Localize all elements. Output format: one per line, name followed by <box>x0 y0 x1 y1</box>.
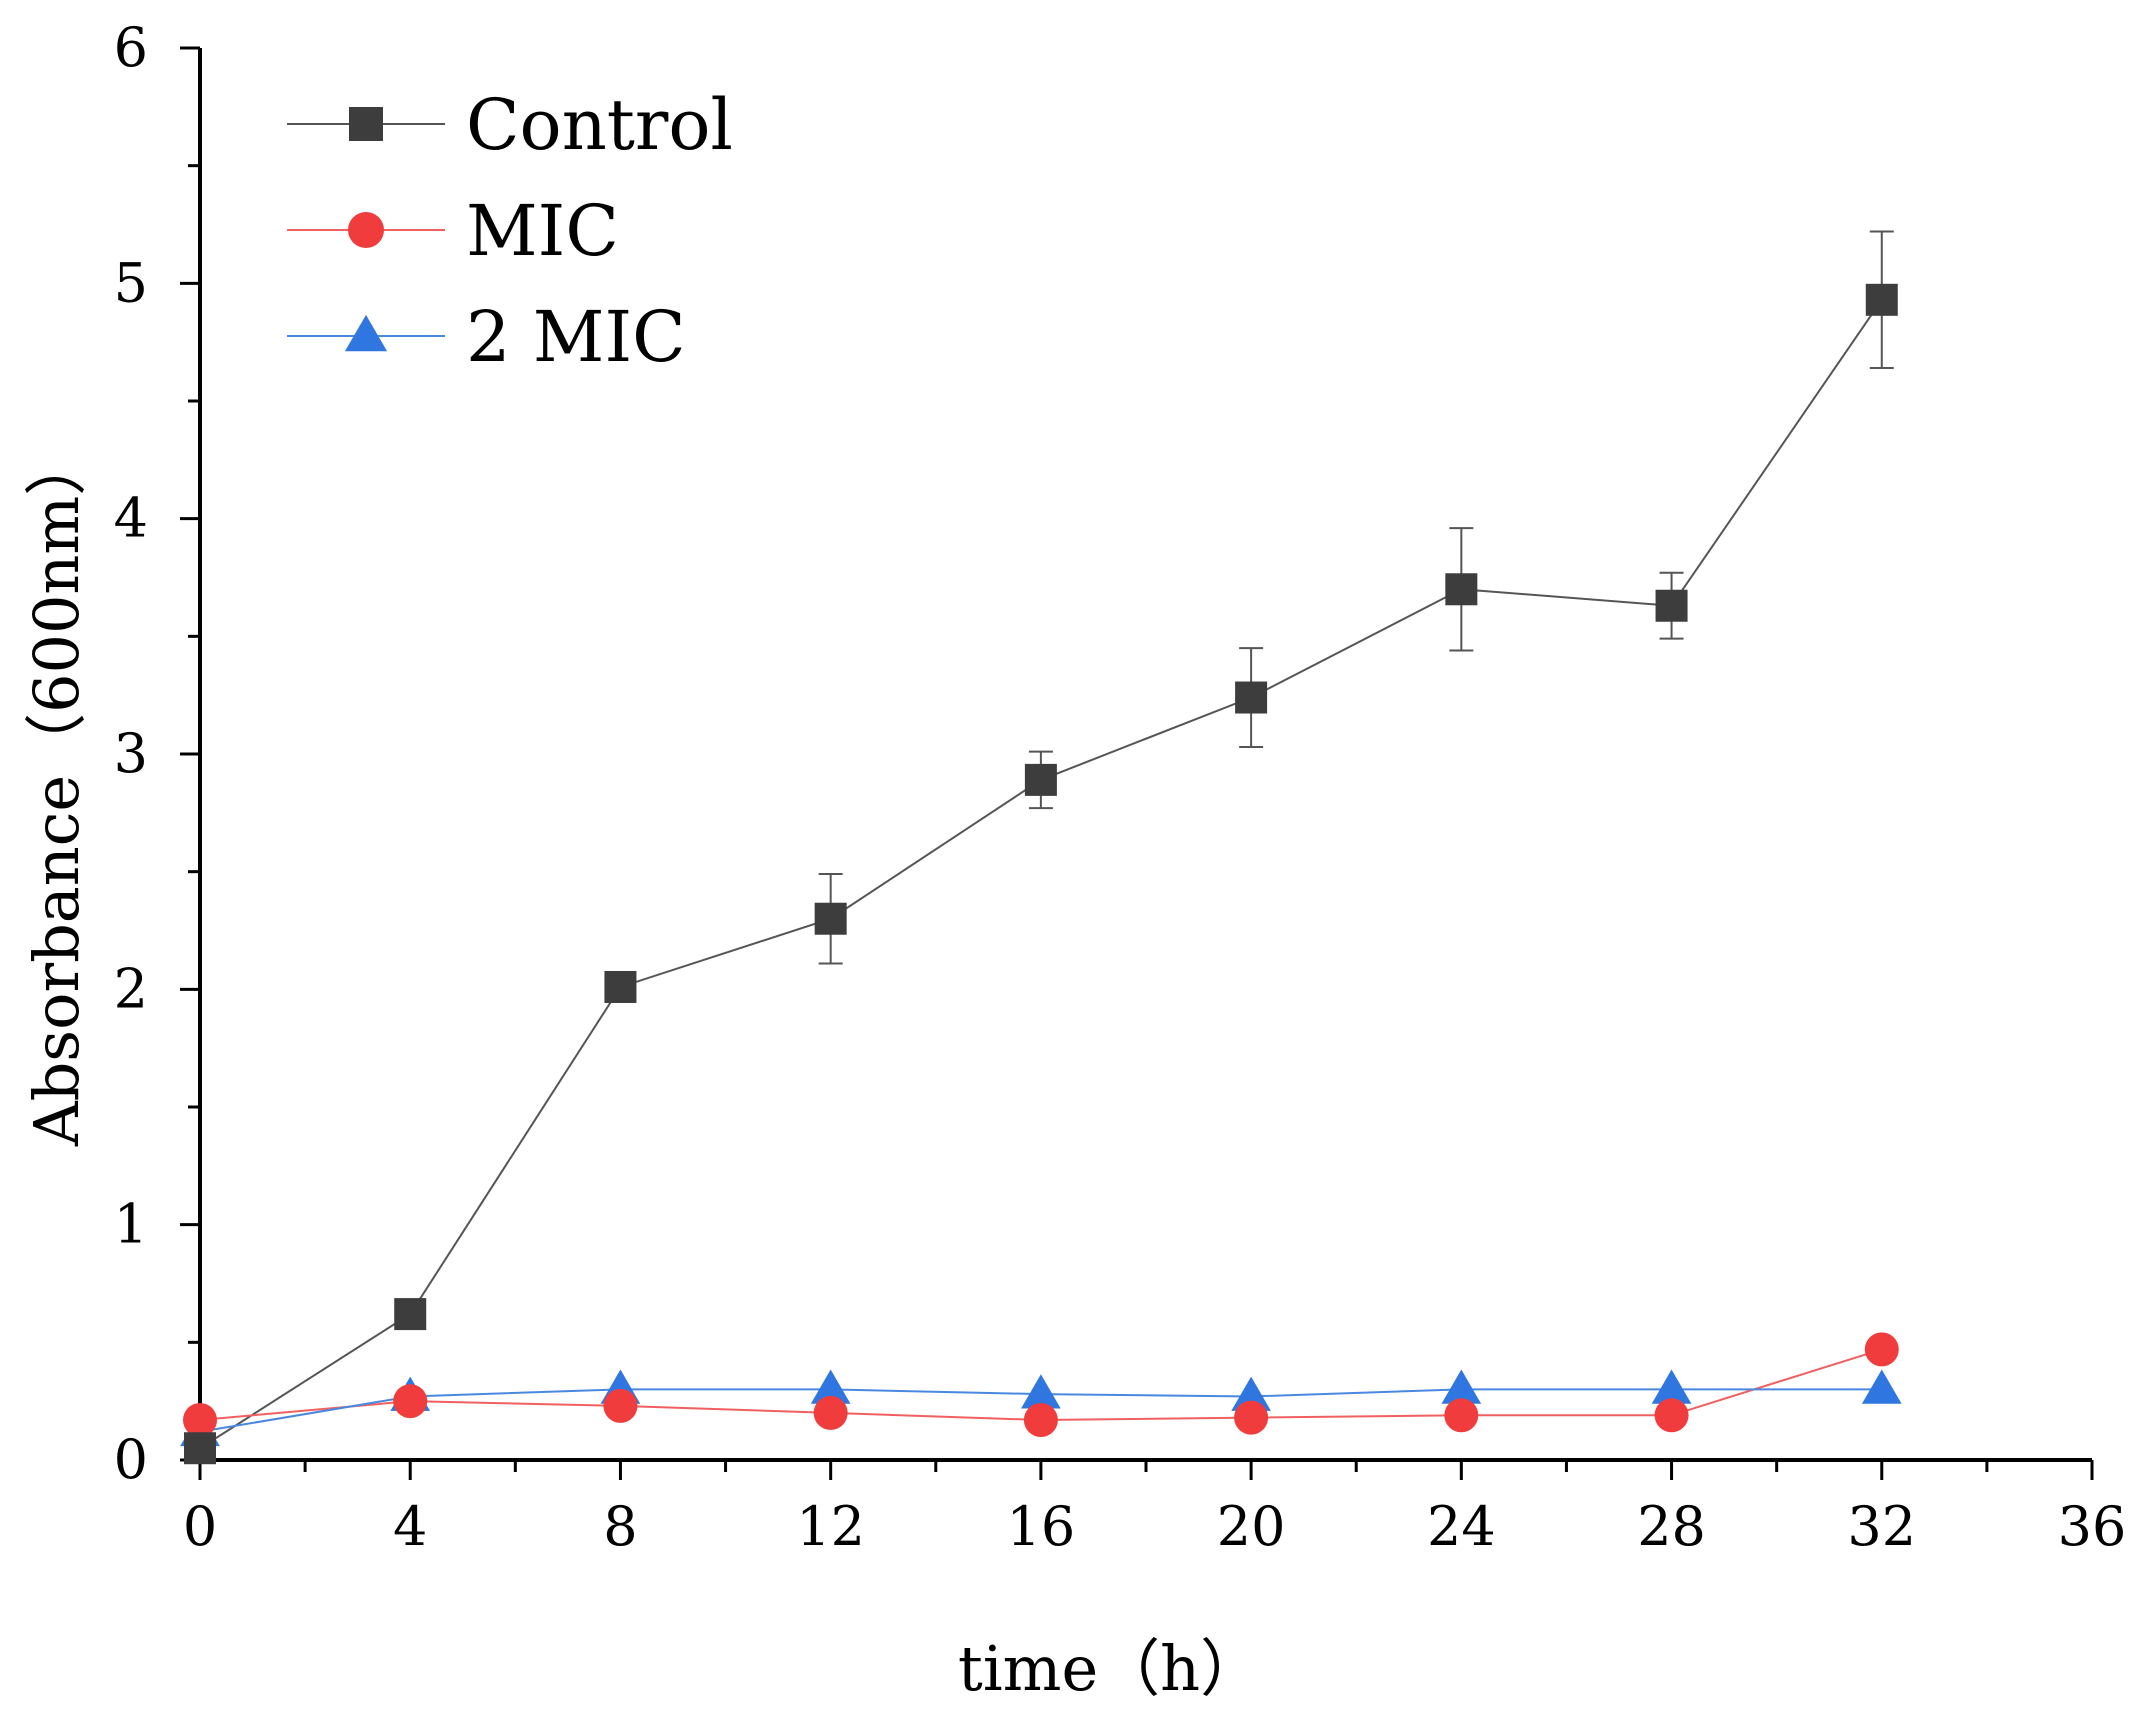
data-point-mic <box>1444 1398 1479 1433</box>
data-point-2-mic <box>810 1369 851 1404</box>
data-point-control <box>1865 283 1898 316</box>
x-tick-label: 12 <box>796 1495 865 1558</box>
legend-label-control: Control <box>466 84 733 166</box>
data-point-control <box>1024 763 1057 796</box>
y-tick-label: 2 <box>114 957 148 1020</box>
data-point-control <box>1235 681 1268 714</box>
x-tick-label: 16 <box>1007 1495 1076 1558</box>
x-tick-label: 32 <box>1847 1495 1916 1558</box>
data-point-mic <box>393 1384 428 1419</box>
plot-area <box>180 230 1902 1465</box>
data-point-control <box>814 902 847 935</box>
y-tick-label: 4 <box>114 487 148 550</box>
x-tick-label: 28 <box>1637 1495 1706 1558</box>
legend: Control MIC 2 MIC <box>287 84 733 378</box>
y-tick-label: 6 <box>114 16 148 79</box>
data-point-2-mic <box>1651 1369 1692 1404</box>
y-tick-label: 3 <box>114 722 148 785</box>
data-point-mic <box>1023 1402 1058 1437</box>
series-line-control <box>199 299 1883 1450</box>
y-tick-label: 5 <box>114 251 148 314</box>
y-tick-label: 0 <box>114 1428 148 1491</box>
legend-label-mic: MIC <box>466 190 619 272</box>
data-point-mic <box>183 1402 217 1437</box>
y-axis-title: Absorbance（600nm） <box>20 434 93 1147</box>
data-point-mic <box>1864 1332 1899 1367</box>
x-tick-label: 24 <box>1427 1495 1496 1558</box>
data-point-mic <box>603 1388 638 1423</box>
data-point-2-mic <box>1231 1376 1271 1411</box>
data-point-2-mic <box>1861 1369 1902 1404</box>
x-tick-label: 4 <box>393 1495 427 1558</box>
data-point-control <box>184 1432 216 1465</box>
legend-label-2-mic: 2 MIC <box>466 296 686 378</box>
legend-marker-mic <box>348 212 384 248</box>
legend-marker-control <box>349 107 383 141</box>
data-point-control <box>394 1298 427 1331</box>
y-tick-label: 1 <box>114 1193 148 1256</box>
x-axis-title: time（h） <box>958 1632 1262 1705</box>
x-tick-label: 20 <box>1217 1495 1286 1558</box>
x-tick-label: 8 <box>603 1495 637 1558</box>
x-tick-label: 0 <box>183 1495 217 1558</box>
data-point-2-mic <box>1441 1369 1482 1404</box>
data-point-control <box>1445 573 1478 606</box>
data-point-2-mic <box>1021 1374 1061 1409</box>
data-point-control <box>604 970 637 1003</box>
data-point-mic <box>1654 1398 1689 1433</box>
data-point-control <box>1655 589 1688 622</box>
x-tick-label: 36 <box>2058 1495 2127 1558</box>
data-point-mic <box>813 1395 848 1430</box>
legend-marker-2-mic <box>344 314 388 352</box>
data-point-mic <box>1234 1400 1269 1435</box>
